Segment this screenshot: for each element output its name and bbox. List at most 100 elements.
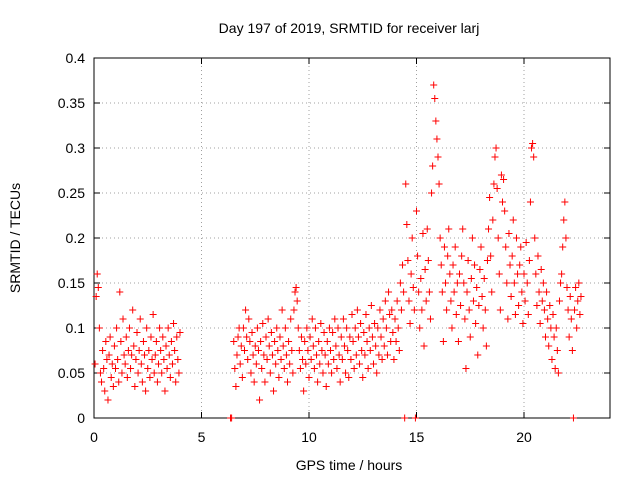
data-point	[358, 347, 366, 354]
data-point	[438, 288, 446, 296]
data-point	[345, 374, 353, 381]
data-point	[417, 275, 425, 282]
data-point	[492, 144, 500, 152]
data-point	[318, 347, 326, 354]
data-point	[536, 320, 544, 327]
data-point	[506, 261, 514, 269]
data-point	[400, 288, 408, 296]
data-point	[316, 360, 324, 368]
data-point	[544, 315, 552, 323]
data-point	[289, 369, 297, 377]
data-point	[499, 198, 506, 206]
data-point	[402, 180, 410, 188]
data-point	[245, 315, 253, 323]
data-point	[157, 347, 165, 354]
data-point	[452, 311, 460, 318]
chart-title: Day 197 of 2019, SRMTID for receiver lar…	[219, 20, 480, 36]
data-point	[542, 333, 549, 341]
data-point	[523, 279, 531, 287]
data-point	[432, 117, 440, 125]
data-point	[520, 270, 528, 278]
data-point	[237, 342, 245, 350]
x-axis-label: GPS time / hours	[296, 457, 403, 473]
data-point	[399, 261, 407, 269]
data-point	[565, 333, 573, 341]
data-point	[263, 356, 271, 363]
data-point	[231, 365, 239, 372]
data-point	[448, 324, 456, 332]
data-point	[151, 351, 159, 359]
data-point	[320, 329, 328, 336]
data-point	[466, 333, 474, 341]
data-point	[329, 329, 337, 336]
data-point	[495, 270, 503, 278]
data-point	[144, 365, 152, 372]
data-point	[325, 324, 333, 332]
data-point	[301, 338, 309, 345]
data-point	[91, 360, 99, 368]
data-point	[390, 356, 398, 363]
data-point	[405, 297, 413, 305]
data-point	[136, 315, 144, 323]
data-point	[322, 383, 330, 390]
data-point	[347, 356, 355, 363]
data-point	[577, 293, 585, 300]
data-point	[274, 347, 282, 354]
data-point	[110, 342, 118, 350]
y-tick-label: 0.4	[66, 50, 86, 66]
data-point	[135, 347, 143, 354]
data-point	[148, 356, 156, 363]
data-point	[134, 369, 142, 377]
data-point	[311, 324, 319, 332]
data-point	[487, 252, 495, 260]
y-tick-label: 0.35	[58, 95, 85, 111]
data-point	[490, 180, 498, 188]
data-point	[367, 302, 375, 309]
data-point	[354, 333, 362, 341]
data-point	[524, 311, 532, 318]
data-point	[385, 288, 393, 296]
data-point	[150, 369, 158, 377]
y-tick-label: 0.15	[58, 275, 85, 291]
data-point	[280, 365, 288, 372]
data-point	[574, 297, 582, 305]
data-point	[343, 324, 351, 332]
data-point	[122, 333, 130, 341]
data-point	[130, 342, 138, 350]
data-point	[509, 216, 517, 224]
data-point	[332, 342, 340, 350]
data-point	[377, 333, 385, 341]
data-point	[451, 243, 459, 251]
data-point	[363, 338, 371, 345]
data-point	[128, 351, 136, 359]
data-point	[353, 306, 361, 314]
data-point	[551, 365, 559, 372]
data-point	[116, 288, 124, 296]
data-point	[252, 360, 260, 368]
data-point	[575, 279, 583, 287]
data-point	[515, 302, 523, 309]
data-point	[103, 356, 111, 363]
data-point	[361, 351, 369, 359]
data-point	[496, 306, 504, 314]
data-point	[338, 356, 346, 363]
data-point	[440, 243, 448, 251]
data-point	[489, 216, 497, 224]
data-point	[138, 378, 146, 386]
data-point	[567, 315, 575, 323]
data-point	[256, 396, 264, 404]
ticks: 0 0.05 0.1 0.15 0.2 0.25 0.3 0.35 0.4 0 5 10 15 20	[58, 50, 610, 445]
data-point	[571, 306, 579, 314]
data-point	[348, 311, 356, 318]
data-point	[450, 288, 458, 296]
data-point	[307, 356, 315, 363]
data-point	[488, 288, 496, 296]
data-point	[560, 216, 568, 224]
data-point	[99, 347, 107, 354]
data-point	[419, 230, 427, 237]
data-point	[362, 311, 370, 318]
data-point	[378, 356, 386, 363]
data-point	[265, 342, 273, 350]
data-point	[238, 374, 246, 381]
